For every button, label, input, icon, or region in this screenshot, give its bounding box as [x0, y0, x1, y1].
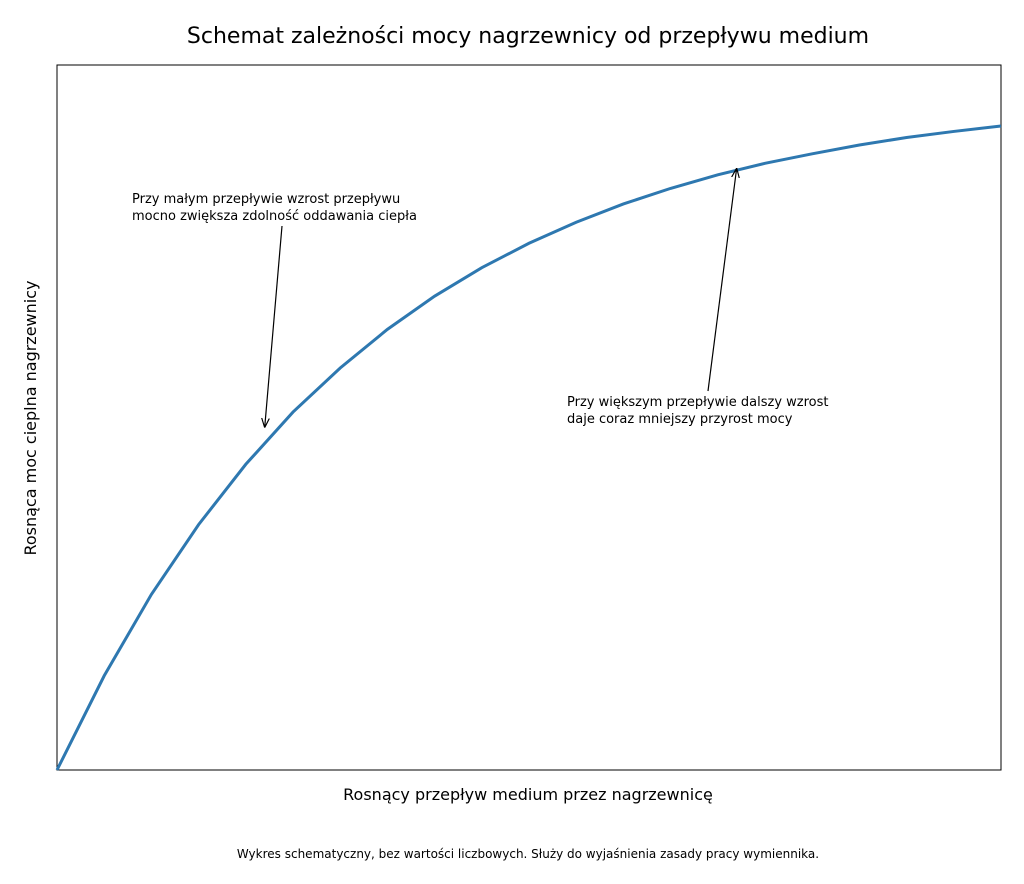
annotation-text: Przy większym przepływie dalszy wzrost — [567, 395, 829, 410]
chart-title: Schemat zależności mocy nagrzewnicy od p… — [187, 24, 869, 49]
x-axis-label: Rosnący przepływ medium przez nagrzewnic… — [343, 785, 713, 804]
plot-frame — [56, 64, 1002, 771]
annotation-text: Przy małym przepływie wzrost przepływu — [132, 192, 400, 207]
annotation-text: mocno zwiększa zdolność oddawania ciepła — [132, 209, 417, 224]
footnote: Wykres schematyczny, bez wartości liczbo… — [237, 847, 819, 861]
annotation-arrow — [265, 225, 283, 428]
annotation-text: daje coraz mniejszy przyrost mocy — [567, 412, 793, 427]
data-line — [55, 124, 1002, 771]
y-axis-label: Rosnąca moc cieplna nagrzewnicy — [21, 281, 40, 556]
annotation-arrow — [707, 168, 737, 392]
